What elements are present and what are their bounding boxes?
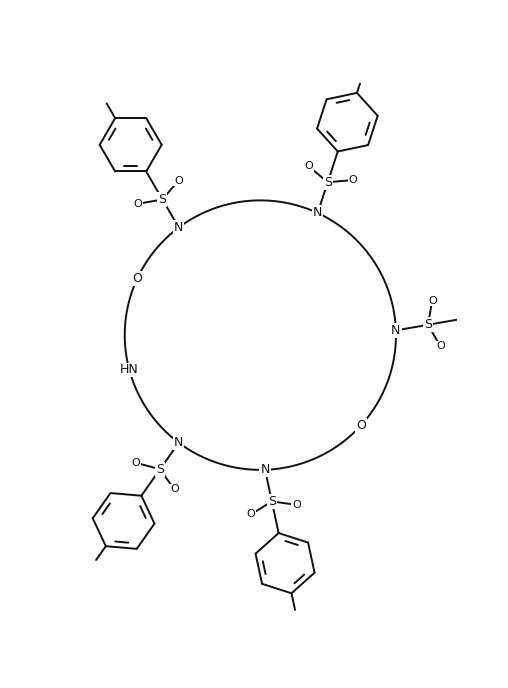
Text: O: O bbox=[292, 500, 301, 510]
Text: S: S bbox=[158, 193, 167, 206]
Text: HN: HN bbox=[120, 363, 139, 376]
Text: O: O bbox=[134, 199, 142, 208]
Text: O: O bbox=[348, 175, 357, 185]
Text: O: O bbox=[304, 162, 313, 171]
Text: S: S bbox=[156, 463, 164, 475]
Text: S: S bbox=[268, 495, 276, 508]
Text: O: O bbox=[356, 419, 366, 432]
Text: O: O bbox=[246, 510, 255, 519]
Text: N: N bbox=[174, 436, 183, 449]
Text: O: O bbox=[170, 484, 179, 495]
Text: N: N bbox=[313, 206, 323, 219]
Text: S: S bbox=[324, 175, 332, 189]
Text: O: O bbox=[436, 341, 444, 351]
Text: N: N bbox=[391, 324, 401, 337]
Text: O: O bbox=[428, 296, 437, 305]
Text: O: O bbox=[132, 458, 141, 468]
Text: O: O bbox=[174, 175, 183, 186]
Text: S: S bbox=[424, 319, 432, 332]
Text: O: O bbox=[133, 272, 142, 285]
Text: N: N bbox=[174, 221, 183, 234]
Text: N: N bbox=[261, 463, 270, 476]
